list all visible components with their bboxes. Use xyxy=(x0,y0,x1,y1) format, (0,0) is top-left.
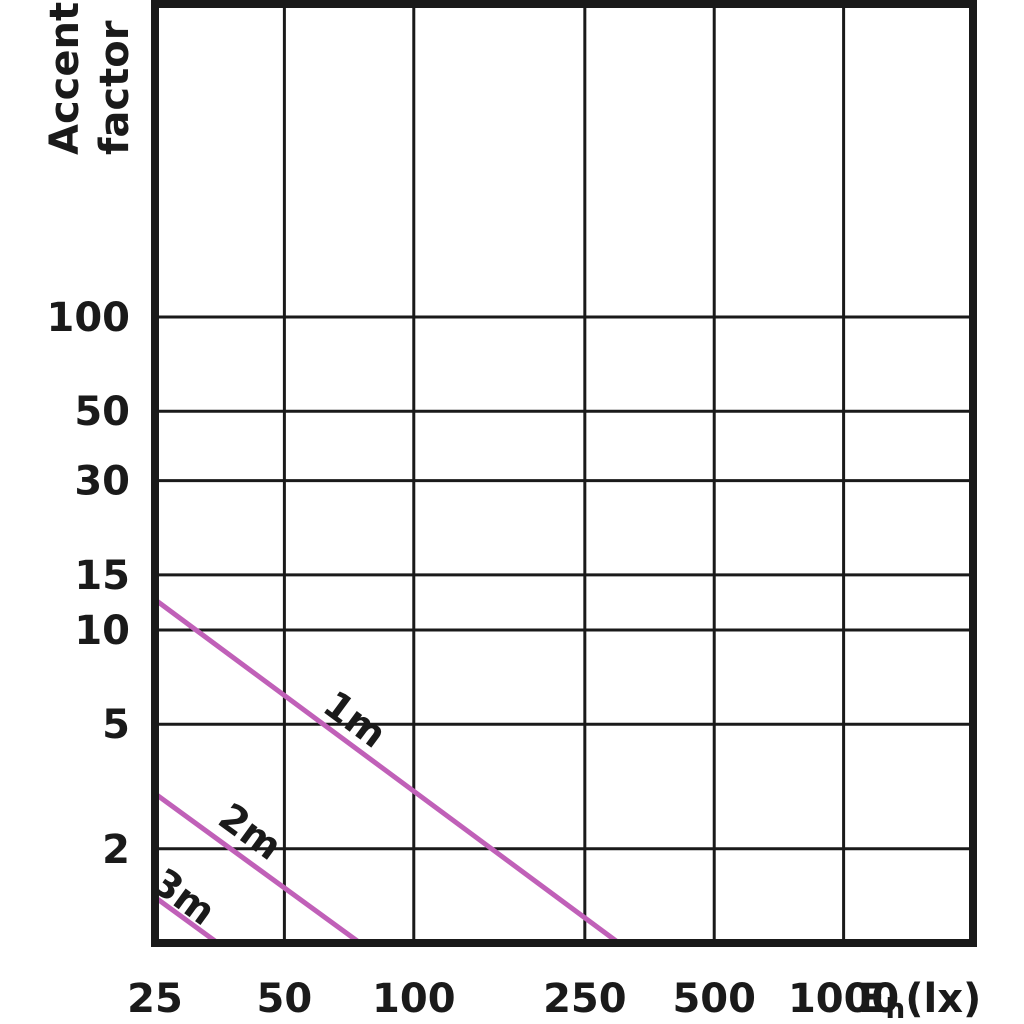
series-line-2m xyxy=(153,791,362,946)
x-axis-title-subscript: h xyxy=(885,992,905,1024)
plot-frame xyxy=(151,0,977,947)
x-tick-label-100: 100 xyxy=(372,976,456,1022)
y-tick-label-15: 15 xyxy=(74,553,130,599)
y-tick-label-2: 2 xyxy=(102,827,130,873)
x-tick-label-250: 250 xyxy=(543,976,627,1022)
y-tick-label-10: 10 xyxy=(74,608,130,654)
y-tick-label-50: 50 xyxy=(74,389,130,435)
y-tick-label-5: 5 xyxy=(102,702,130,748)
y-tick-label-30: 30 xyxy=(74,459,130,505)
x-axis-title-unit: (lx) xyxy=(905,976,981,1022)
x-axis-title: Eh(lx) xyxy=(858,976,981,1024)
y-axis-title-line1: Accent xyxy=(42,2,88,155)
x-tick-label-50: 50 xyxy=(257,976,313,1022)
x-axis-title-symbol: E xyxy=(858,976,885,1022)
x-tick-label-1000: 1000 xyxy=(788,976,899,1022)
grid xyxy=(155,4,973,943)
series-line-3m xyxy=(153,895,220,946)
x-tick-label-500: 500 xyxy=(672,976,756,1022)
x-tick-label-25: 25 xyxy=(127,976,183,1022)
y-tick-label-100: 100 xyxy=(47,295,131,341)
series-line-1m xyxy=(153,597,621,946)
y-axis-title-line2: factor xyxy=(92,20,138,155)
